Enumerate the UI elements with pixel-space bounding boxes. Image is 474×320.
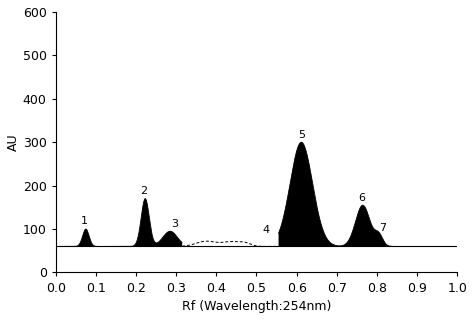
Y-axis label: AU: AU bbox=[7, 133, 20, 151]
X-axis label: Rf (Wavelength:254nm): Rf (Wavelength:254nm) bbox=[182, 300, 331, 313]
Text: 2: 2 bbox=[140, 186, 147, 196]
Text: 7: 7 bbox=[379, 223, 386, 233]
Text: 6: 6 bbox=[358, 193, 365, 203]
Text: 4: 4 bbox=[262, 225, 269, 235]
Text: 5: 5 bbox=[298, 130, 305, 140]
Text: 1: 1 bbox=[81, 216, 88, 227]
Text: 3: 3 bbox=[172, 219, 178, 228]
